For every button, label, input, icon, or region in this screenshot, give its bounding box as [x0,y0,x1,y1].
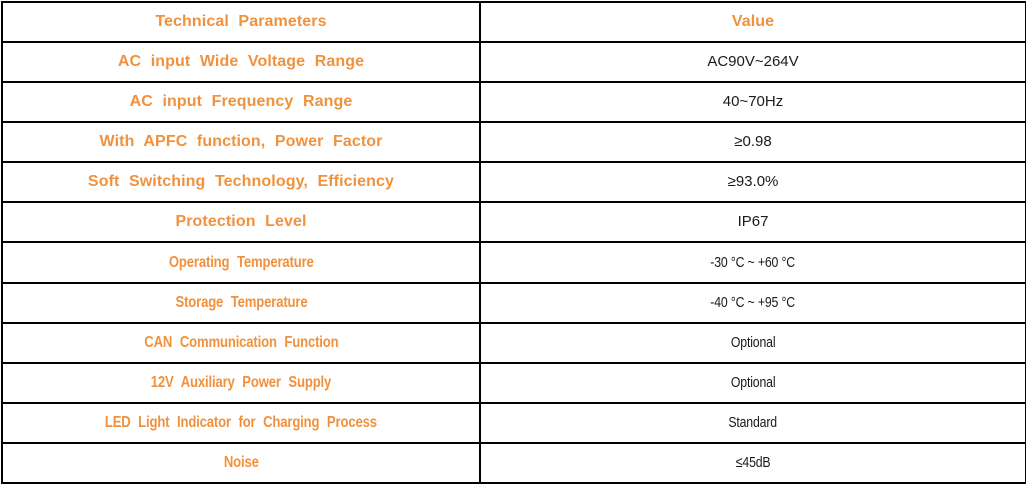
param-cell-apfc-power-factor: With APFC function, Power Factor [1,121,481,164]
param-cell-protection-level: Protection Level [1,201,481,244]
value-text: IP67 [737,213,769,231]
value-text: -30 °C ~ +60 °C [710,253,796,271]
header-value: Value [479,0,1026,44]
value-text: ≥0.98 [734,133,772,151]
value-text: Standard [728,413,778,431]
value-cell-noise: ≤45dB [479,441,1026,485]
param-label: Storage Temperature [175,293,307,311]
param-label: Protection Level [175,213,307,231]
param-cell-ac-input-wide-voltage-range: AC input Wide Voltage Range [1,41,481,84]
table-row: Soft Switching Technology, Efficiency ≥9… [1,161,1026,204]
param-label: CAN Communication Function [143,333,339,351]
value-cell-apfc-power-factor: ≥0.98 [479,121,1026,164]
param-label: LED Light Indicator for Charging Process [104,413,377,431]
value-cell-ac-input-frequency-range: 40~70Hz [479,81,1026,124]
table-row: 12V Auxiliary Power Supply Optional [1,361,1026,404]
param-label: 12V Auxiliary Power Supply [150,373,332,391]
value-text: AC90V~264V [707,53,799,71]
table-row: LED Light Indicator for Charging Process… [1,401,1026,444]
header-value-label: Value [731,13,775,31]
table-row: CAN Communication Function Optional [1,321,1026,364]
value-cell-led-light-indicator: Standard [479,401,1026,444]
table-row: With APFC function, Power Factor ≥0.98 [1,121,1026,164]
param-label: Soft Switching Technology, Efficiency [87,173,395,191]
value-text: Optional [730,333,776,351]
value-cell-protection-level: IP67 [479,201,1026,244]
table-row: Noise ≤45dB [1,441,1026,485]
value-cell-12v-auxiliary-power: Optional [479,361,1026,404]
param-cell-12v-auxiliary-power: 12V Auxiliary Power Supply [1,361,481,404]
value-text: ≤45dB [735,453,771,471]
value-text: 40~70Hz [722,93,784,111]
value-cell-can-communication: Optional [479,321,1026,364]
value-text: Optional [730,373,776,391]
param-label: AC input Frequency Range [129,93,353,111]
param-cell-led-light-indicator: LED Light Indicator for Charging Process [1,401,481,444]
param-cell-operating-temperature: Operating Temperature [1,241,481,284]
table-row: AC input Frequency Range 40~70Hz [1,81,1026,124]
param-cell-noise: Noise [1,441,481,485]
value-cell-storage-temperature: -40 °C ~ +95 °C [479,281,1026,324]
param-cell-can-communication: CAN Communication Function [1,321,481,364]
param-cell-soft-switching-efficiency: Soft Switching Technology, Efficiency [1,161,481,204]
param-label: Operating Temperature [168,253,314,271]
table-row: Protection Level IP67 [1,201,1026,244]
param-label: Noise [223,453,259,471]
param-label: AC input Wide Voltage Range [117,53,365,71]
value-text: -40 °C ~ +95 °C [710,293,796,311]
value-cell-operating-temperature: -30 °C ~ +60 °C [479,241,1026,284]
param-label: With APFC function, Power Factor [99,133,383,151]
value-cell-soft-switching-efficiency: ≥93.0% [479,161,1026,204]
table-header-row: Technical Parameters Value [1,0,1026,44]
param-cell-storage-temperature: Storage Temperature [1,281,481,324]
value-text: ≥93.0% [727,173,779,191]
table-row: AC input Wide Voltage Range AC90V~264V [1,41,1026,84]
param-cell-ac-input-frequency-range: AC input Frequency Range [1,81,481,124]
header-technical-parameters: Technical Parameters [1,0,481,44]
value-cell-ac-input-wide-voltage-range: AC90V~264V [479,41,1026,84]
header-technical-parameters-label: Technical Parameters [155,13,327,31]
table-row: Storage Temperature -40 °C ~ +95 °C [1,281,1026,324]
table-row: Operating Temperature -30 °C ~ +60 °C [1,241,1026,284]
